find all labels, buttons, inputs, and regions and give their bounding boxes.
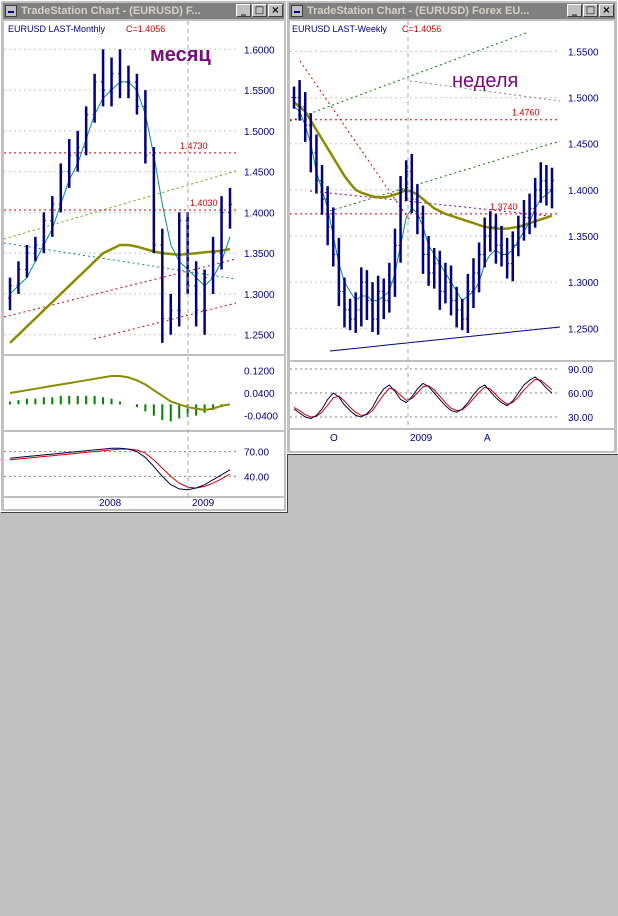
weekly-chart-window: TradeStation Chart - (EURUSD) Forex EU..… [286, 0, 618, 454]
y-tick-label: 1.3500 [568, 232, 599, 243]
y-tick-label: 1.4000 [244, 208, 275, 219]
slow-moving-average [5, 527, 561, 725]
window-title: TradeStation Chart - (EURUSD) Forex EU..… [307, 5, 530, 17]
y-tick-label: 1.3200 [578, 659, 609, 670]
trend-line-lower [4, 242, 237, 280]
symbol-label: EURUSD LAST-Weekly [292, 24, 387, 34]
y-tick-label: 1.5000 [244, 127, 275, 138]
close-button[interactable]: × [599, 4, 614, 17]
stoch-k-line [5, 818, 561, 885]
y-tick-label: 1.5500 [244, 86, 275, 97]
x-tick-label: Jun [448, 901, 464, 912]
x-tick-label: Apr [189, 901, 205, 912]
symbol-label: EURUSD LAST-Monthly [8, 24, 106, 34]
x-tick-label: 2008 [99, 498, 122, 509]
y-tick-label: 1.2500 [244, 331, 275, 342]
resistance-line [409, 80, 561, 102]
level-label: 1.3080 [56, 674, 84, 684]
y-tick-label: 1.2500 [568, 324, 599, 335]
y-tick-label: 1.4200 [578, 479, 609, 490]
period-annotation: месяц [150, 44, 211, 66]
level-label: 1.4730 [180, 141, 208, 151]
stoch-d-line [5, 819, 561, 882]
stoch-value-label: 50.00 [576, 856, 601, 867]
daily-plot-area[interactable]: 1.4200 1.4000 1.3800 1.3600 1.3400 1.3200 1.30… [0, 452, 618, 916]
y-tick-label: 1.4500 [244, 168, 275, 179]
app-icon [291, 5, 303, 17]
x-tick-label: O [330, 433, 338, 444]
monthly-plot-area[interactable]: 1.6000 1.5500 1.5000 1.4500 1.4000 1.3500 1.30… [4, 21, 284, 509]
macd-line [9, 375, 231, 412]
stoch-value-label: 30.00 [568, 413, 593, 424]
y-tick-label: 1.2600 [578, 767, 609, 778]
support-line [329, 326, 561, 352]
x-tick-label: Mar [56, 901, 74, 912]
y-tick-label: 1.3800 [578, 551, 609, 562]
maximize-button[interactable]: □ [252, 4, 267, 17]
stoch-d-line [9, 448, 231, 489]
stoch-value-label: 40.00 [244, 472, 269, 483]
y-tick-label: 1.5500 [568, 47, 599, 58]
stoch-value-label: 90.00 [568, 365, 593, 376]
y-tick-label: 1.3500 [244, 249, 275, 260]
level-label: 1.4030 [190, 198, 218, 208]
period-annotation: неделя [452, 70, 518, 92]
macd-value-label: -0.0400 [244, 412, 278, 423]
stoch-value-label: 60.00 [568, 389, 593, 400]
downtrend-line [0, 511, 569, 723]
y-tick-label: 1.2800 [578, 731, 609, 742]
minimize-button[interactable]: _ [236, 4, 251, 17]
close-label: C=1.4056 [402, 24, 441, 34]
trend-line-support [93, 302, 237, 340]
maximize-button[interactable]: □ [583, 4, 598, 17]
macd-value-label: 0.1200 [244, 366, 275, 377]
stoch-value-label: 90.00 [576, 813, 601, 824]
monthly-chart-window: TradeStation Chart - (EURUSD) F... _ □ ×… [0, 0, 287, 512]
slow-moving-average [293, 101, 553, 230]
stoch-k-line [293, 376, 553, 420]
weekly-plot-area[interactable]: 1.5500 1.5000 1.4500 1.4000 1.3500 1.3000 1.25… [290, 21, 614, 451]
y-tick-label: 1.3000 [244, 290, 275, 301]
channel-lower [59, 611, 569, 793]
y-tick-label: 1.3000 [578, 695, 609, 706]
x-tick-label: May [324, 901, 343, 912]
y-tick-label: 1.3600 [578, 587, 609, 598]
stoch-d-line [293, 378, 553, 418]
app-icon [5, 5, 17, 17]
minimize-button[interactable]: _ [567, 4, 582, 17]
y-tick-label: 1.4000 [578, 515, 609, 526]
resistance-line [439, 461, 569, 505]
y-tick-label: 1.3000 [568, 278, 599, 289]
y-tick-label: 1.6000 [244, 45, 275, 56]
period-annotation: ДЕНЬ [322, 523, 378, 545]
stoch-value-label: 70.00 [576, 835, 601, 846]
slow-moving-average [9, 243, 231, 344]
stoch-k-line [9, 447, 231, 491]
macd-value-label: 0.0400 [244, 389, 275, 400]
y-tick-label: 1.3400 [578, 623, 609, 634]
stoch-value-label: 30.00 [576, 877, 601, 888]
x-tick-label: A [484, 433, 491, 444]
weekly-title-bar[interactable]: TradeStation Chart - (EURUSD) Forex EU..… [289, 3, 615, 19]
trend-line-mid [4, 258, 237, 318]
window-title: TradeStation Chart - (EURUSD) F... [21, 5, 201, 17]
y-tick-label: 1.4000 [568, 186, 599, 197]
x-tick-label: 2009 [410, 433, 433, 444]
level-label: 1.3730 [452, 572, 480, 582]
monthly-title-bar[interactable]: TradeStation Chart - (EURUSD) F... _ □ × [3, 3, 284, 19]
y-tick-label: 1.4500 [568, 140, 599, 151]
close-label: C=1.4056 [126, 24, 165, 34]
channel-mid [329, 140, 561, 212]
close-button[interactable]: × [268, 4, 283, 17]
x-tick-label: 2009 [192, 498, 215, 509]
level-label: 1.3740 [490, 202, 518, 212]
stoch-value-label: 70.00 [244, 448, 269, 459]
fast-moving-average [6, 495, 561, 754]
y-tick-label: 1.5000 [568, 94, 599, 105]
level-label: 1.4760 [512, 108, 540, 118]
